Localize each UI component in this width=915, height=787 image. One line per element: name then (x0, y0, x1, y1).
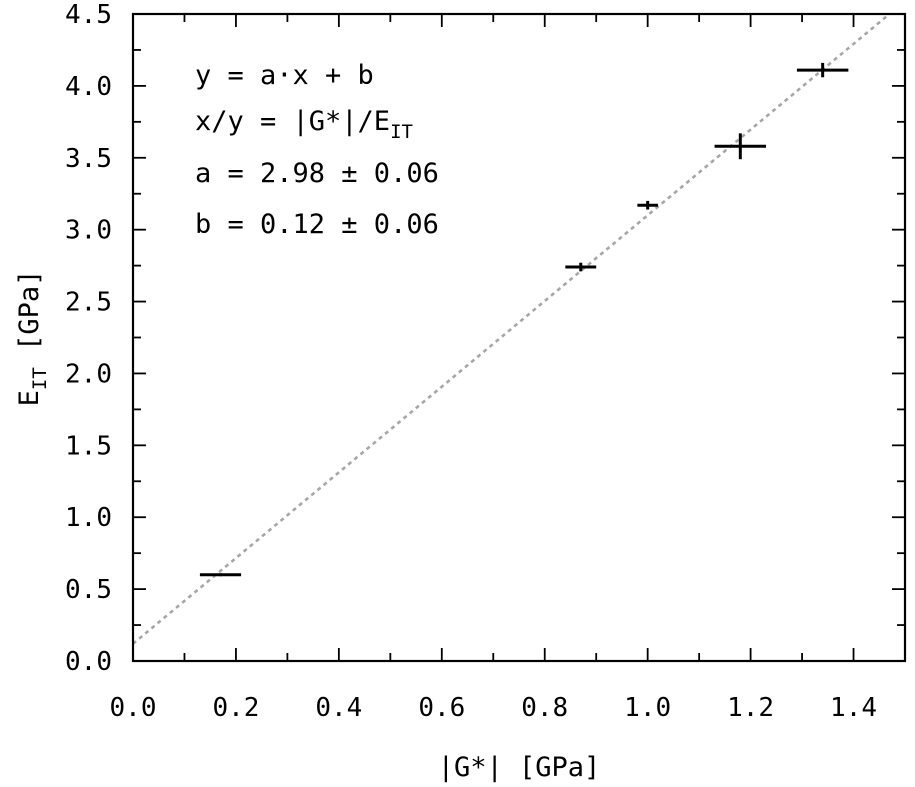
y-tick-label: 0.5 (65, 575, 112, 605)
y-tick-label: 4.0 (65, 72, 112, 102)
plot-frame (131, 12, 907, 663)
annotation-ratio-main: x/y = |G*|/E (195, 106, 390, 137)
data-point (714, 133, 767, 160)
annotation-ratio: x/y = |G*|/EIT (195, 106, 413, 143)
y-tick-label: 2.5 (65, 288, 112, 318)
y-tick-label: 1.5 (65, 431, 112, 461)
data-point (796, 62, 849, 78)
x-tick-label: 0.2 (212, 693, 259, 723)
x-tick-label: 0.8 (521, 693, 568, 723)
y-axis-title-unit: [GPa] (14, 270, 45, 368)
y-axis-title-sub: IT (29, 367, 51, 390)
y-axis-title-main: E (14, 390, 45, 406)
data-point (637, 200, 658, 210)
x-tick-label: 0.0 (110, 693, 157, 723)
data-points (199, 62, 849, 577)
annotation-equation: y = a·x + b (195, 60, 374, 91)
x-tick-label: 1.0 (624, 693, 671, 723)
y-tick-label: 2.0 (65, 359, 112, 389)
x-tick-label: 1.2 (727, 693, 774, 723)
annotation-ratio-sub: IT (390, 121, 413, 143)
y-tick-label: 1.0 (65, 503, 112, 533)
y-axis-title: EIT [GPa] (14, 270, 51, 407)
data-point (199, 573, 242, 577)
x-tick-label: 1.4 (830, 693, 877, 723)
y-tick-label: 0.0 (65, 647, 112, 677)
y-tick-label: 3.0 (65, 216, 112, 246)
x-ticks: 0.0 0.2 0.4 0.6 0.8 1.0 1.2 1.4 (110, 14, 906, 723)
y-tick-label: 4.5 (65, 0, 112, 30)
x-tick-label: 0.6 (418, 693, 465, 723)
y-ticks: 0.0 0.5 1.0 1.5 2.0 2.5 3.0 3.5 4.0 4.5 (65, 0, 905, 677)
data-point (565, 262, 597, 272)
y-tick-label: 3.5 (65, 144, 112, 174)
x-axis-title: |G*| [GPa] (438, 752, 601, 783)
x-tick-label: 0.4 (315, 693, 362, 723)
annotation-intercept: b = 0.12 ± 0.06 (195, 209, 439, 240)
annotation-slope: a = 2.98 ± 0.06 (195, 158, 439, 189)
